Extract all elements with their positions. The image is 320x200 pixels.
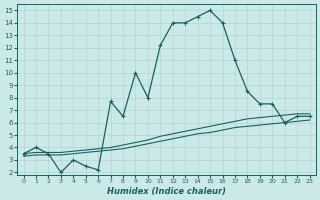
X-axis label: Humidex (Indice chaleur): Humidex (Indice chaleur) [107, 187, 226, 196]
